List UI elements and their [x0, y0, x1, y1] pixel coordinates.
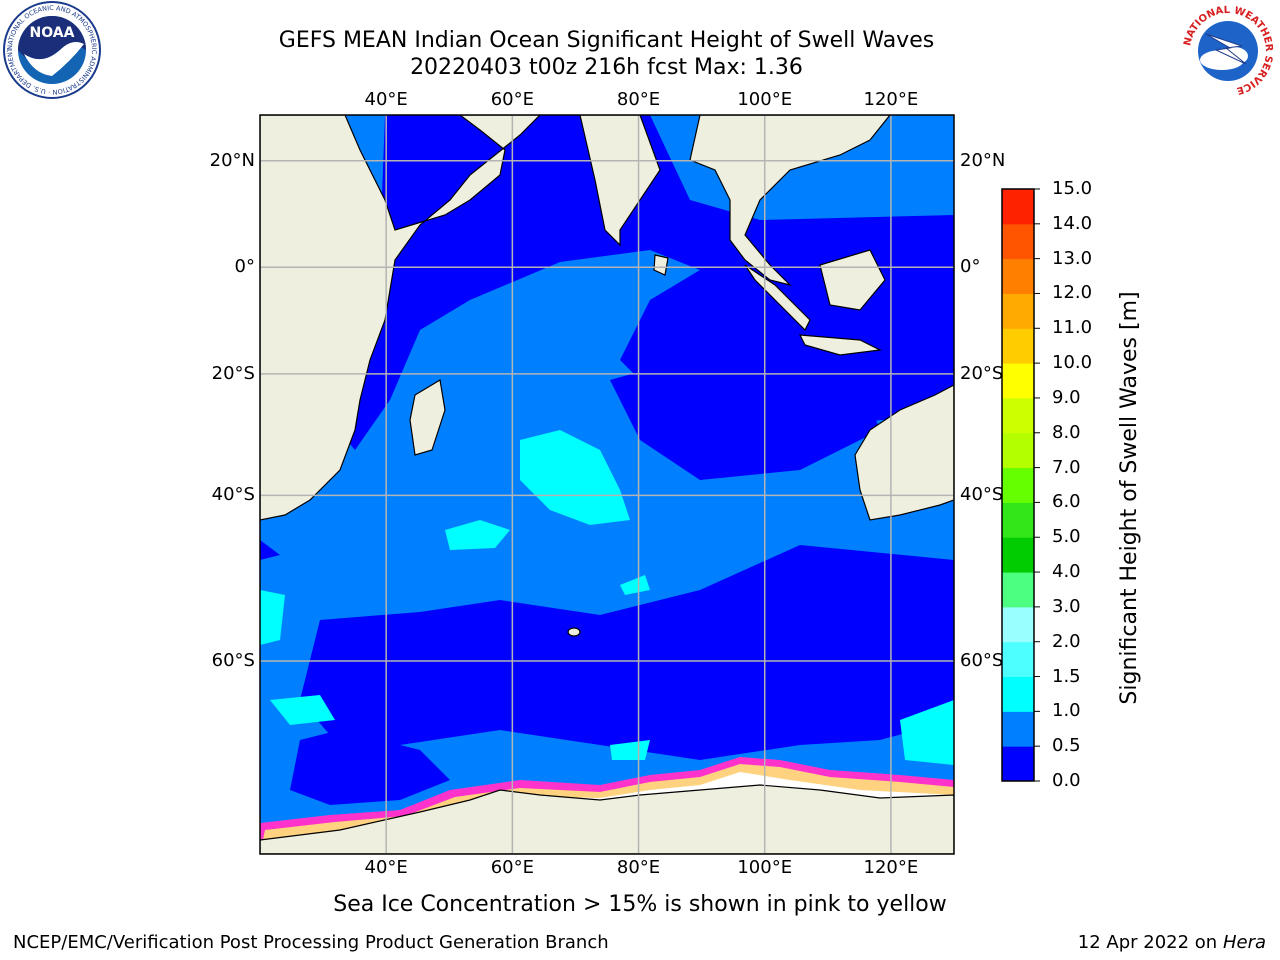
colorbar-bin-13.0	[1002, 223, 1034, 260]
colorbar-tick-10.0: 10.0	[1052, 352, 1093, 374]
colorbar-bin-2.0	[1002, 606, 1034, 643]
colorbar-label: Significant Height of Swell Waves [m]	[1117, 291, 1142, 705]
lon-tick-top-80: 80°E	[616, 89, 661, 110]
footer-date-text: 12 Apr 2022 on	[1077, 932, 1223, 953]
colorbar-bin-7.0	[1002, 432, 1034, 469]
colorbar-bin-1.5	[1002, 641, 1034, 678]
swell-low-zones	[260, 115, 954, 805]
australia	[854, 384, 954, 521]
colorbar-tick-13.0: 13.0	[1052, 247, 1093, 269]
map-area	[260, 115, 954, 854]
colorbar-tick-14.0: 14.0	[1052, 212, 1093, 234]
lon-tick-top-60: 60°E	[490, 89, 534, 110]
lat-tick-left-0: 0°	[234, 256, 255, 278]
noaa-logo-text: NOAA	[30, 25, 75, 41]
colorbar-tick-0.5: 0.5	[1052, 735, 1081, 757]
lon-tick-top-40: 40°E	[364, 89, 408, 110]
graticule	[260, 115, 954, 854]
swell-high-patches	[260, 430, 954, 765]
colorbar	[1001, 188, 1040, 782]
borneo	[819, 249, 886, 311]
colorbar-bin-5.0	[1002, 502, 1034, 538]
map-frame	[259, 114, 955, 855]
colorbar-bin-0.0	[1002, 746, 1034, 782]
nws-logo: NATIONAL WEATHER SERVICE	[1182, 5, 1274, 97]
southeast-asia	[689, 115, 891, 287]
colorbar-bin-8.0	[1002, 397, 1034, 434]
footer-branch: NCEP/EMC/Verification Post Processing Pr…	[13, 932, 609, 953]
footer-host: Hera	[1222, 932, 1266, 953]
colorbar-tick-12.0: 12.0	[1052, 282, 1093, 304]
sri-lanka	[653, 254, 669, 276]
lon-tick-top-100: 100°E	[737, 89, 793, 110]
kerguelen-island	[567, 627, 581, 637]
antarctica	[260, 784, 954, 854]
colorbar-tick-7.0: 7.0	[1052, 456, 1081, 478]
sea-ice-note: Sea Ice Concentration > 15% is shown in …	[333, 892, 947, 917]
lat-tick-right-20: 20°N	[960, 149, 1006, 171]
lat-tick-left--60: 60°S	[211, 650, 255, 672]
lat-tick-left-20: 20°N	[209, 149, 255, 171]
lat-tick-left--20: 20°S	[211, 362, 255, 384]
lon-tick-bottom-60: 60°E	[490, 857, 534, 878]
colorbar-bin-3.0	[1002, 572, 1034, 608]
lat-tick-left--40: 40°S	[211, 484, 255, 506]
colorbar-bin-6.0	[1002, 467, 1034, 503]
footer-date: 12 Apr 2022 on Hera	[1078, 932, 1266, 954]
lon-tick-bottom-100: 100°E	[737, 857, 793, 878]
lat-tick-right-0: 0°	[960, 256, 981, 278]
colorbar-tick-1.0: 1.0	[1052, 700, 1081, 722]
colorbar-tick-6.0: 6.0	[1052, 491, 1081, 513]
madagascar	[409, 379, 446, 456]
lat-tick-right--40: 40°S	[960, 484, 1004, 506]
sumatra	[744, 264, 811, 332]
india	[579, 115, 661, 247]
colorbar-bin-12.0	[1002, 258, 1034, 294]
lon-tick-bottom-120: 120°E	[863, 857, 919, 878]
colorbar-bin-1.0	[1002, 676, 1034, 712]
lat-tick-right--20: 20°S	[960, 362, 1004, 384]
colorbar-tick-3.0: 3.0	[1052, 595, 1081, 617]
colorbar-bin-10.0	[1002, 328, 1034, 364]
land-masses	[260, 115, 954, 854]
colorbar-tick-11.0: 11.0	[1052, 317, 1093, 339]
lon-tick-bottom-80: 80°E	[616, 857, 661, 878]
chart-subtitle: 20220403 t00z 216h fcst Max: 1.36	[410, 55, 803, 80]
colorbar-tick-8.0: 8.0	[1052, 421, 1081, 443]
chart-title: GEFS MEAN Indian Ocean Significant Heigh…	[278, 28, 935, 53]
colorbar-tick-1.5: 1.5	[1052, 665, 1081, 687]
lon-tick-top-120: 120°E	[863, 89, 919, 110]
noaa-logo: NATIONAL OCEANIC AND ATMOSPHERIC ADMINIS…	[0, 0, 101, 99]
lon-tick-bottom-40: 40°E	[364, 857, 408, 878]
java	[798, 334, 883, 356]
colorbar-bin-14.0	[1002, 189, 1034, 225]
colorbar-tick-9.0: 9.0	[1052, 386, 1081, 408]
colorbar-tick-5.0: 5.0	[1052, 526, 1081, 548]
colorbar-tick-4.0: 4.0	[1052, 561, 1081, 583]
colorbar-frame	[1001, 188, 1035, 782]
colorbar-bin-4.0	[1002, 537, 1034, 573]
colorbar-bin-9.0	[1002, 363, 1034, 399]
lat-tick-right--60: 60°S	[960, 650, 1004, 672]
colorbar-bin-0.5	[1002, 711, 1034, 747]
colorbar-tick-0.0: 0.0	[1052, 770, 1081, 791]
africa	[260, 115, 541, 521]
colorbar-tick-15.0: 15.0	[1052, 178, 1093, 199]
colorbar-tick-2.0: 2.0	[1052, 630, 1081, 652]
colorbar-bin-11.0	[1002, 293, 1034, 329]
